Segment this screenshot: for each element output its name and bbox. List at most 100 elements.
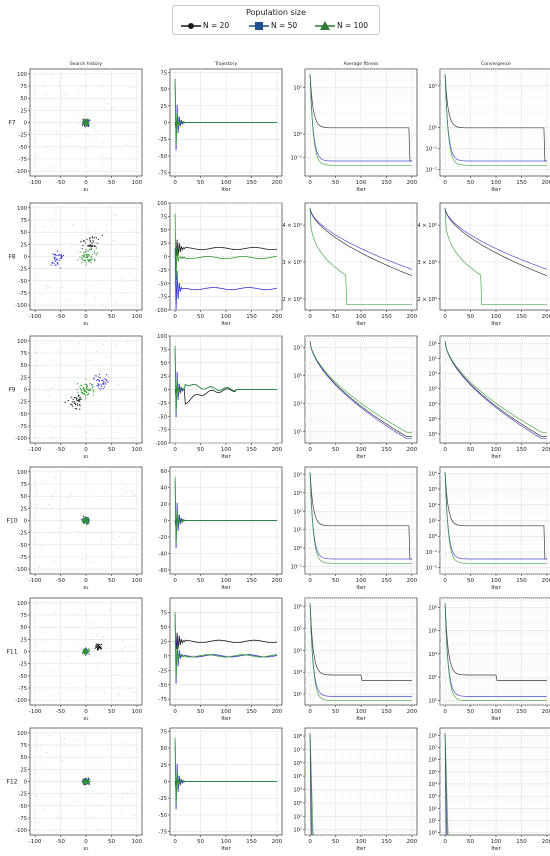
x-tick-label: 50 xyxy=(108,314,115,320)
scatter-point-n100 xyxy=(87,254,89,256)
x-axis-label: Iter xyxy=(356,716,366,722)
scatter-point xyxy=(105,230,107,232)
y-tick-label: -50 xyxy=(19,145,27,151)
trajectory-line-n50 xyxy=(174,248,277,311)
scatter-point-n50 xyxy=(60,254,63,256)
x-tick-label: 0 xyxy=(308,447,312,453)
y-tick-label: 10⁴ xyxy=(428,782,437,788)
scatter-point xyxy=(80,162,82,163)
scatter-point xyxy=(124,646,126,648)
x-tick-label: 0 xyxy=(443,447,447,453)
scatter-point-n100 xyxy=(85,249,87,251)
scatter-point xyxy=(96,633,98,635)
scatter-point xyxy=(50,670,52,672)
scatter-point-n100 xyxy=(89,260,91,262)
x-tick-label: 100 xyxy=(132,709,143,715)
y-tick-label: 10⁸ xyxy=(428,605,437,611)
y-tick-label: 10⁶ xyxy=(428,629,437,635)
scatter-point xyxy=(55,560,57,562)
scatter-point xyxy=(46,147,48,148)
average-fitness-line-n100 xyxy=(309,733,314,836)
scatter-point-n100 xyxy=(84,122,86,124)
x-tick-label: 50 xyxy=(332,839,339,845)
scatter-point-n100 xyxy=(86,259,89,261)
scatter-point-n50 xyxy=(99,377,101,379)
scatter-point xyxy=(110,417,111,419)
scatter-point-n100 xyxy=(92,394,95,396)
scatter-point xyxy=(53,221,55,223)
y-tick-label: 25 xyxy=(160,104,167,110)
scatter-point-n100 xyxy=(94,260,96,262)
scatter-point-n100 xyxy=(85,253,87,256)
x-tick-label: -50 xyxy=(56,180,65,186)
row-f11: F11 -100 -50 0 50 100 100 75 50 25 0 -25 -50 -75 -100 x… xyxy=(6,597,550,722)
y-tick-label: 0 xyxy=(164,388,167,394)
y-tick-label: -50 xyxy=(19,804,27,810)
scatter-point xyxy=(88,360,90,362)
y-tick-label: 0 xyxy=(164,519,167,525)
scatter-point xyxy=(57,816,58,818)
scatter-point xyxy=(79,122,81,124)
scatter-point xyxy=(82,147,84,149)
scatter-point-n20 xyxy=(81,247,83,250)
scatter-point-n100 xyxy=(84,520,86,522)
row-f10: F10 -100 -50 0 50 100 100 75 50 25 0 -25 -50 -75 -100 x… xyxy=(6,466,550,591)
legend-label-n20: N = 20 xyxy=(203,21,230,30)
y-tick-label: 10⁷ xyxy=(293,627,302,633)
x-tick-label: 0 xyxy=(173,314,177,320)
scatter-point-n50 xyxy=(53,256,55,258)
x-tick-label: 0 xyxy=(84,839,88,845)
y-tick-label: 25 xyxy=(20,506,27,512)
y-tick-label: 25 xyxy=(20,767,27,773)
scatter-point xyxy=(43,226,44,228)
scatter-point-n100 xyxy=(88,519,90,521)
scatter-point xyxy=(41,666,43,667)
scatter-point xyxy=(89,513,91,515)
x-tick-label: 50 xyxy=(108,447,115,453)
y-tick-label: 10⁻¹ xyxy=(291,565,302,571)
scatter-point-n20 xyxy=(77,404,79,406)
scatter-point-n100 xyxy=(84,521,87,524)
average-fitness-panel: 0 50 100 150 200 10² 10⁰ 10⁻¹ Iter xyxy=(291,68,418,193)
x-axis-label: Iter xyxy=(356,846,366,852)
scatter-point-n100 xyxy=(86,651,89,653)
x-tick-label: 150 xyxy=(381,180,392,186)
scatter-point xyxy=(133,646,134,647)
trajectory-panel: 0 50 100 150 200 100 75 50 25 0 -25 -50 -75 -100 Iter xyxy=(155,201,282,327)
convergence-panel: 0 50 100 150 200 10² 10⁰ 10⁻¹ 10⁻² Iter xyxy=(426,68,550,193)
scatter-point-n100 xyxy=(80,392,83,394)
scatter-point xyxy=(102,304,104,306)
legend-item-n50: N = 50 xyxy=(249,20,309,32)
scatter-point-n20 xyxy=(77,400,79,402)
scatter-point-n20 xyxy=(97,643,99,645)
x-axis-label: Iter xyxy=(221,846,231,852)
scatter-point-n100 xyxy=(83,520,85,522)
scatter-point-n100 xyxy=(86,652,88,654)
average-fitness-line-n50 xyxy=(309,208,413,270)
scatter-point-n20 xyxy=(79,403,81,406)
scatter-point xyxy=(119,547,121,549)
average-fitness-line-n100 xyxy=(309,603,412,702)
scatter-point xyxy=(97,665,99,667)
scatter-point xyxy=(122,685,124,687)
y-tick-label: 75 xyxy=(20,351,27,357)
scatter-point xyxy=(109,610,111,612)
scatter-point-n20 xyxy=(83,240,85,243)
scatter-point-n100 xyxy=(89,249,91,251)
scatter-point xyxy=(76,798,78,800)
y-tick-label: 100 xyxy=(17,731,27,737)
scatter-point xyxy=(63,737,65,739)
scatter-point xyxy=(92,622,94,623)
scatter-point xyxy=(104,107,105,109)
row-label: F8 xyxy=(8,254,15,261)
x-tick-label: 100 xyxy=(491,839,502,845)
scatter-point xyxy=(47,127,48,129)
x-tick-label: 100 xyxy=(132,839,143,845)
x-tick-label: 100 xyxy=(221,839,232,845)
y-tick-label: 3 × 10⁰ xyxy=(282,260,302,266)
scatter-point-n100 xyxy=(84,782,86,784)
x-tick-label: 0 xyxy=(173,709,177,715)
y-tick-label: 25 xyxy=(160,763,167,769)
scatter-point-n100 xyxy=(82,386,85,389)
scatter-point-n100 xyxy=(88,782,91,785)
